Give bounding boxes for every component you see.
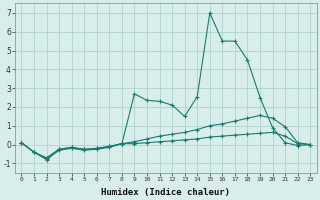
- X-axis label: Humidex (Indice chaleur): Humidex (Indice chaleur): [101, 188, 230, 197]
